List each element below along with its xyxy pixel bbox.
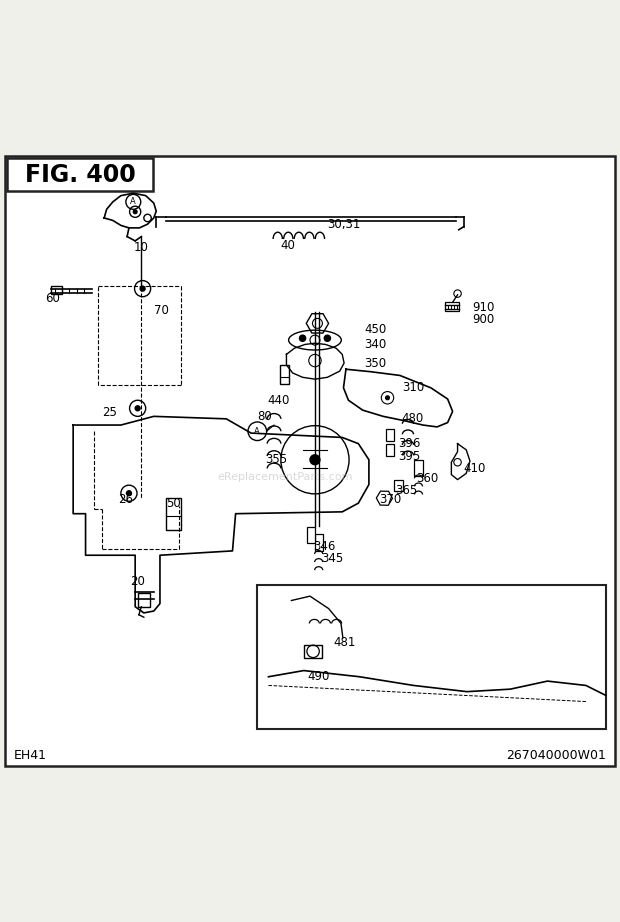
Text: 40: 40	[280, 239, 295, 252]
Bar	[7, 159, 153, 191]
Circle shape	[324, 335, 330, 341]
Text: 440: 440	[268, 394, 290, 407]
Text: 80: 80	[257, 410, 272, 423]
Text: 60: 60	[45, 292, 60, 305]
Text: 346: 346	[313, 540, 335, 553]
Text: 395: 395	[398, 450, 420, 463]
Text: 450: 450	[365, 323, 387, 336]
Text: FIG. 400: FIG. 400	[25, 162, 136, 186]
Bar	[445, 302, 459, 311]
Text: 410: 410	[464, 462, 486, 475]
Text: eReplacementParts.com: eReplacementParts.com	[218, 471, 353, 481]
Text: 340: 340	[365, 338, 387, 351]
Text: 26: 26	[118, 493, 133, 506]
Bar	[315, 534, 323, 551]
Bar	[138, 593, 150, 607]
Text: 345: 345	[321, 552, 343, 565]
Text: 25: 25	[102, 406, 117, 420]
Text: EH41: EH41	[14, 750, 46, 762]
Bar	[307, 526, 315, 543]
Bar	[304, 644, 322, 658]
Text: 481: 481	[334, 635, 356, 648]
Text: 480: 480	[402, 412, 424, 425]
Text: 50: 50	[166, 497, 181, 510]
Text: A: A	[130, 197, 136, 207]
Text: 396: 396	[398, 437, 420, 450]
Bar	[414, 460, 423, 476]
Text: 30,31: 30,31	[327, 218, 361, 230]
Text: 365: 365	[396, 484, 418, 497]
Circle shape	[299, 335, 306, 341]
Bar	[166, 498, 181, 530]
Text: 10: 10	[133, 241, 148, 254]
Circle shape	[133, 210, 137, 214]
Text: 370: 370	[379, 493, 402, 506]
Bar	[257, 585, 606, 728]
Bar	[280, 365, 289, 384]
Text: 910: 910	[472, 301, 495, 313]
Text: 900: 900	[472, 313, 495, 326]
Circle shape	[135, 406, 140, 411]
Bar	[386, 429, 394, 441]
Text: 310: 310	[402, 382, 424, 395]
Bar	[51, 286, 62, 294]
Text: 360: 360	[417, 472, 439, 485]
Bar	[386, 443, 394, 456]
Bar	[394, 479, 403, 491]
Text: A: A	[254, 427, 260, 436]
Circle shape	[310, 455, 320, 465]
Text: 350: 350	[365, 357, 387, 370]
Text: 20: 20	[130, 575, 145, 588]
Text: 70: 70	[154, 304, 169, 317]
Circle shape	[126, 491, 131, 496]
Text: 490: 490	[307, 670, 329, 683]
Text: 267040000W01: 267040000W01	[507, 750, 606, 762]
Circle shape	[386, 396, 389, 399]
Circle shape	[140, 286, 145, 291]
Text: 355: 355	[265, 454, 288, 467]
